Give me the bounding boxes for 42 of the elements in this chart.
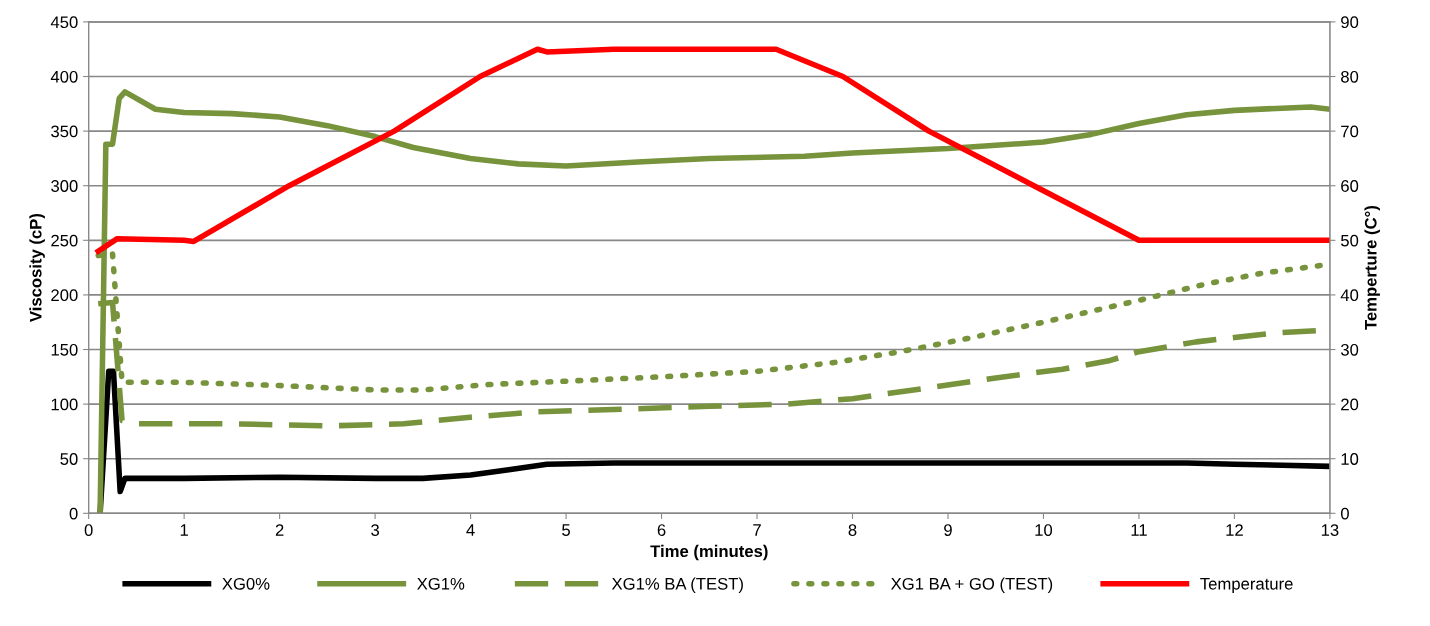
x-tick-label: 1 — [180, 524, 188, 536]
x-tick-label: 5 — [562, 524, 570, 536]
y-tick-label: 100 — [51, 398, 78, 411]
y-tick-label: 300 — [51, 180, 78, 192]
y-axis-title: Viscosity (cP) — [29, 213, 45, 322]
x-tick-label: 7 — [753, 524, 761, 536]
y-tick-label: 50 — [60, 453, 78, 465]
y2-tick-label: 50 — [1340, 234, 1359, 247]
legend-label: Temperature — [1200, 578, 1293, 593]
y2-tick-label: 20 — [1341, 398, 1359, 411]
y2-axis-title: Temperture (C°) — [1364, 205, 1380, 330]
y2-tick-label: 90 — [1341, 16, 1359, 29]
legend-label: XG0% — [222, 577, 270, 590]
x-tick-label: 8 — [848, 524, 857, 536]
x-tick-label: 13 — [1321, 524, 1339, 536]
x-tick-label: 6 — [657, 524, 666, 536]
legend-label: XG1 BA + GO (TEST) — [891, 577, 1053, 593]
legend-label: XG1% — [417, 577, 465, 590]
y2-tick-label: 80 — [1341, 70, 1359, 83]
legend-label: XG1% BA (TEST) — [611, 577, 743, 593]
y2-tick-label: 10 — [1341, 453, 1359, 465]
y-tick-label: 150 — [51, 343, 78, 356]
x-tick-label: 9 — [944, 524, 952, 536]
x-tick-label: 12 — [1226, 524, 1243, 536]
x-tick-label: 10 — [1035, 524, 1053, 536]
y2-tick-label: 40 — [1340, 289, 1359, 302]
y-tick-label: 400 — [50, 70, 78, 83]
x-tick-label: 2 — [275, 524, 284, 536]
x-tick-label: 4 — [466, 524, 475, 536]
y-tick-label: 0 — [69, 507, 78, 520]
y-tick-label: 250 — [51, 234, 78, 247]
x-tick-label: 0 — [84, 524, 93, 536]
y2-tick-label: 30 — [1340, 343, 1359, 356]
y2-tick-label: 60 — [1341, 180, 1359, 192]
x-tick-label: 3 — [371, 524, 379, 536]
x-axis-title: Time (minutes) — [650, 544, 768, 561]
x-tick-label: 11 — [1131, 524, 1147, 536]
y-tick-label: 200 — [51, 289, 78, 302]
y2-tick-label: 70 — [1341, 125, 1359, 138]
y2-tick-label: 0 — [1340, 507, 1349, 520]
y-tick-label: 350 — [51, 125, 78, 138]
y-tick-label: 450 — [50, 16, 78, 29]
